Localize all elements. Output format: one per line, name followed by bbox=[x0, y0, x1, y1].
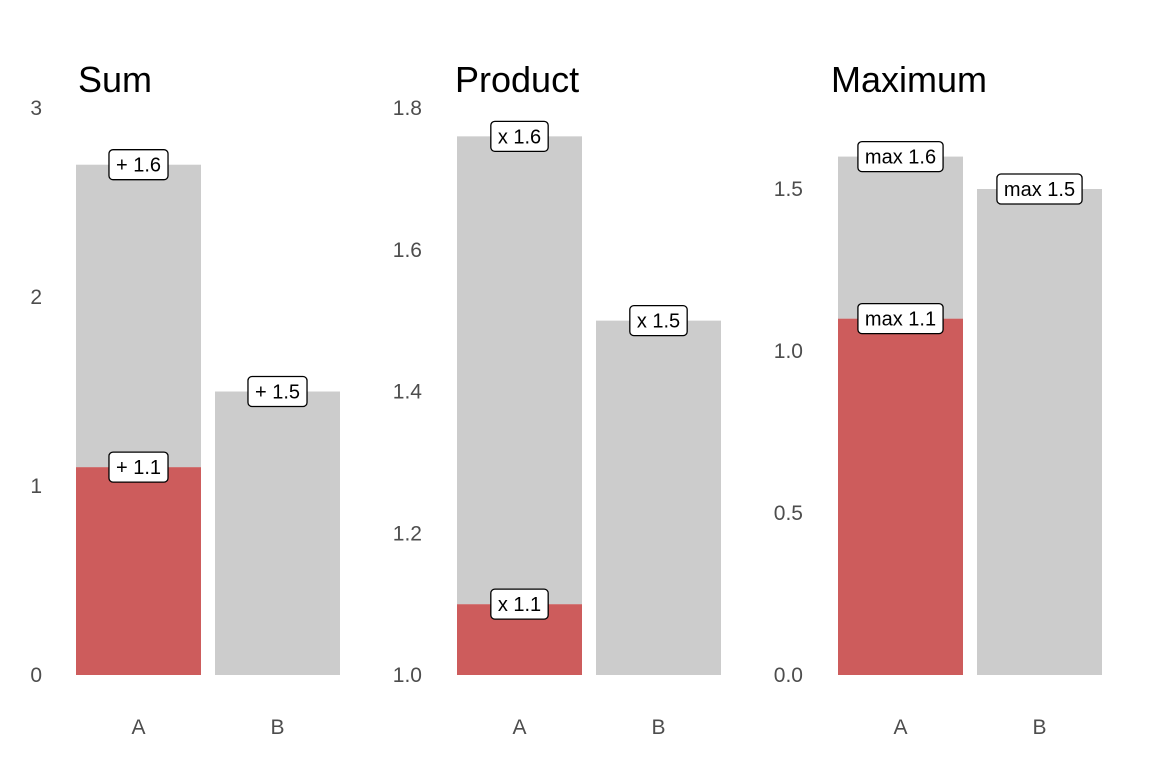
panel-title: Maximum bbox=[831, 59, 987, 100]
chart-panel-product: Product 1.0 1.2 1.4 1.6 1.8 x 1.1 x 1.6 Ax 1.5 B bbox=[393, 59, 721, 739]
bar-value-label: max 1.1 bbox=[857, 302, 944, 335]
bar-value-label: + 1.6 bbox=[108, 149, 169, 181]
y-tick-label: 3 bbox=[30, 97, 42, 120]
x-tick-label: B bbox=[651, 716, 665, 739]
bar-segment bbox=[977, 189, 1102, 675]
bar-value-label: x 1.1 bbox=[490, 588, 549, 620]
bar-value-label-text: x 1.1 bbox=[498, 594, 541, 616]
bar-value-label-text: max 1.6 bbox=[865, 147, 936, 169]
bar-value-label-text: + 1.5 bbox=[255, 382, 300, 404]
bar-segment bbox=[215, 391, 340, 675]
bar-value-label-box bbox=[108, 149, 169, 181]
bar-value-label-box bbox=[629, 304, 688, 337]
panel-title: Sum bbox=[78, 59, 152, 100]
x-tick-label: B bbox=[270, 716, 284, 739]
bar-value-label-box bbox=[108, 451, 169, 483]
bar-value-label: x 1.5 bbox=[629, 304, 688, 337]
y-tick-label: 1.0 bbox=[774, 340, 803, 363]
panel-title: Product bbox=[455, 59, 579, 100]
bar-segment bbox=[838, 156, 963, 319]
bar-segment bbox=[457, 136, 582, 605]
bar-value-label: x 1.6 bbox=[490, 120, 549, 152]
bar-value-label-text: max 1.5 bbox=[1004, 179, 1075, 201]
bar-value-label-box bbox=[490, 588, 549, 620]
bar-value-label-box bbox=[490, 120, 549, 152]
bar-value-label: + 1.1 bbox=[108, 451, 169, 483]
y-tick-label: 1.5 bbox=[774, 178, 803, 201]
bar-value-label-text: x 1.6 bbox=[498, 126, 541, 148]
bar-value-label-text: + 1.1 bbox=[116, 457, 161, 479]
bar-segment bbox=[596, 320, 721, 675]
y-tick-label: 1.6 bbox=[393, 239, 422, 262]
bar-value-label-box bbox=[857, 140, 944, 173]
x-tick-label: A bbox=[131, 716, 145, 739]
y-tick-label: 1.8 bbox=[393, 97, 422, 120]
y-tick-label: 0.0 bbox=[774, 664, 803, 687]
x-tick-label: B bbox=[1032, 716, 1046, 739]
x-tick-label: A bbox=[893, 716, 907, 739]
bar-value-label-text: x 1.5 bbox=[637, 311, 680, 333]
bar-value-label: + 1.5 bbox=[247, 375, 308, 408]
y-tick-label: 2 bbox=[30, 286, 42, 309]
bar-value-label-box bbox=[857, 302, 944, 335]
y-tick-label: 1.0 bbox=[393, 664, 422, 687]
x-tick-label: A bbox=[512, 716, 526, 739]
bar-value-label-box bbox=[996, 173, 1083, 205]
y-tick-label: 0.5 bbox=[774, 502, 803, 525]
bar-value-label: max 1.6 bbox=[857, 140, 944, 173]
y-tick-label: 1.2 bbox=[393, 522, 422, 545]
bar-value-label-text: + 1.6 bbox=[116, 155, 161, 177]
bar-value-label-text: max 1.1 bbox=[865, 309, 936, 331]
y-tick-label: 0 bbox=[30, 664, 42, 687]
chart-panel-sum: Sum 0 1 2 3 + 1.1 + 1.6 A + 1.5 B bbox=[30, 59, 340, 739]
y-tick-label: 1 bbox=[30, 475, 42, 498]
bar-value-label: max 1.5 bbox=[996, 173, 1083, 205]
bar-segment bbox=[76, 467, 201, 675]
bar-segment bbox=[76, 164, 201, 468]
bar-segment bbox=[838, 318, 963, 675]
y-tick-label: 1.4 bbox=[393, 381, 423, 404]
bar-value-label-box bbox=[247, 375, 308, 408]
